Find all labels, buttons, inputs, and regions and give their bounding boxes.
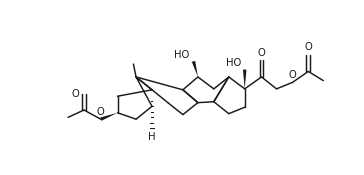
Text: O: O — [289, 70, 296, 80]
Text: O: O — [258, 48, 265, 58]
Polygon shape — [243, 70, 246, 89]
Text: HO: HO — [226, 58, 241, 68]
Text: O: O — [304, 42, 312, 52]
Polygon shape — [192, 61, 198, 77]
Text: H: H — [148, 132, 156, 142]
Polygon shape — [100, 113, 118, 121]
Text: HO: HO — [174, 50, 190, 60]
Text: O: O — [97, 107, 104, 117]
Text: O: O — [71, 89, 79, 99]
